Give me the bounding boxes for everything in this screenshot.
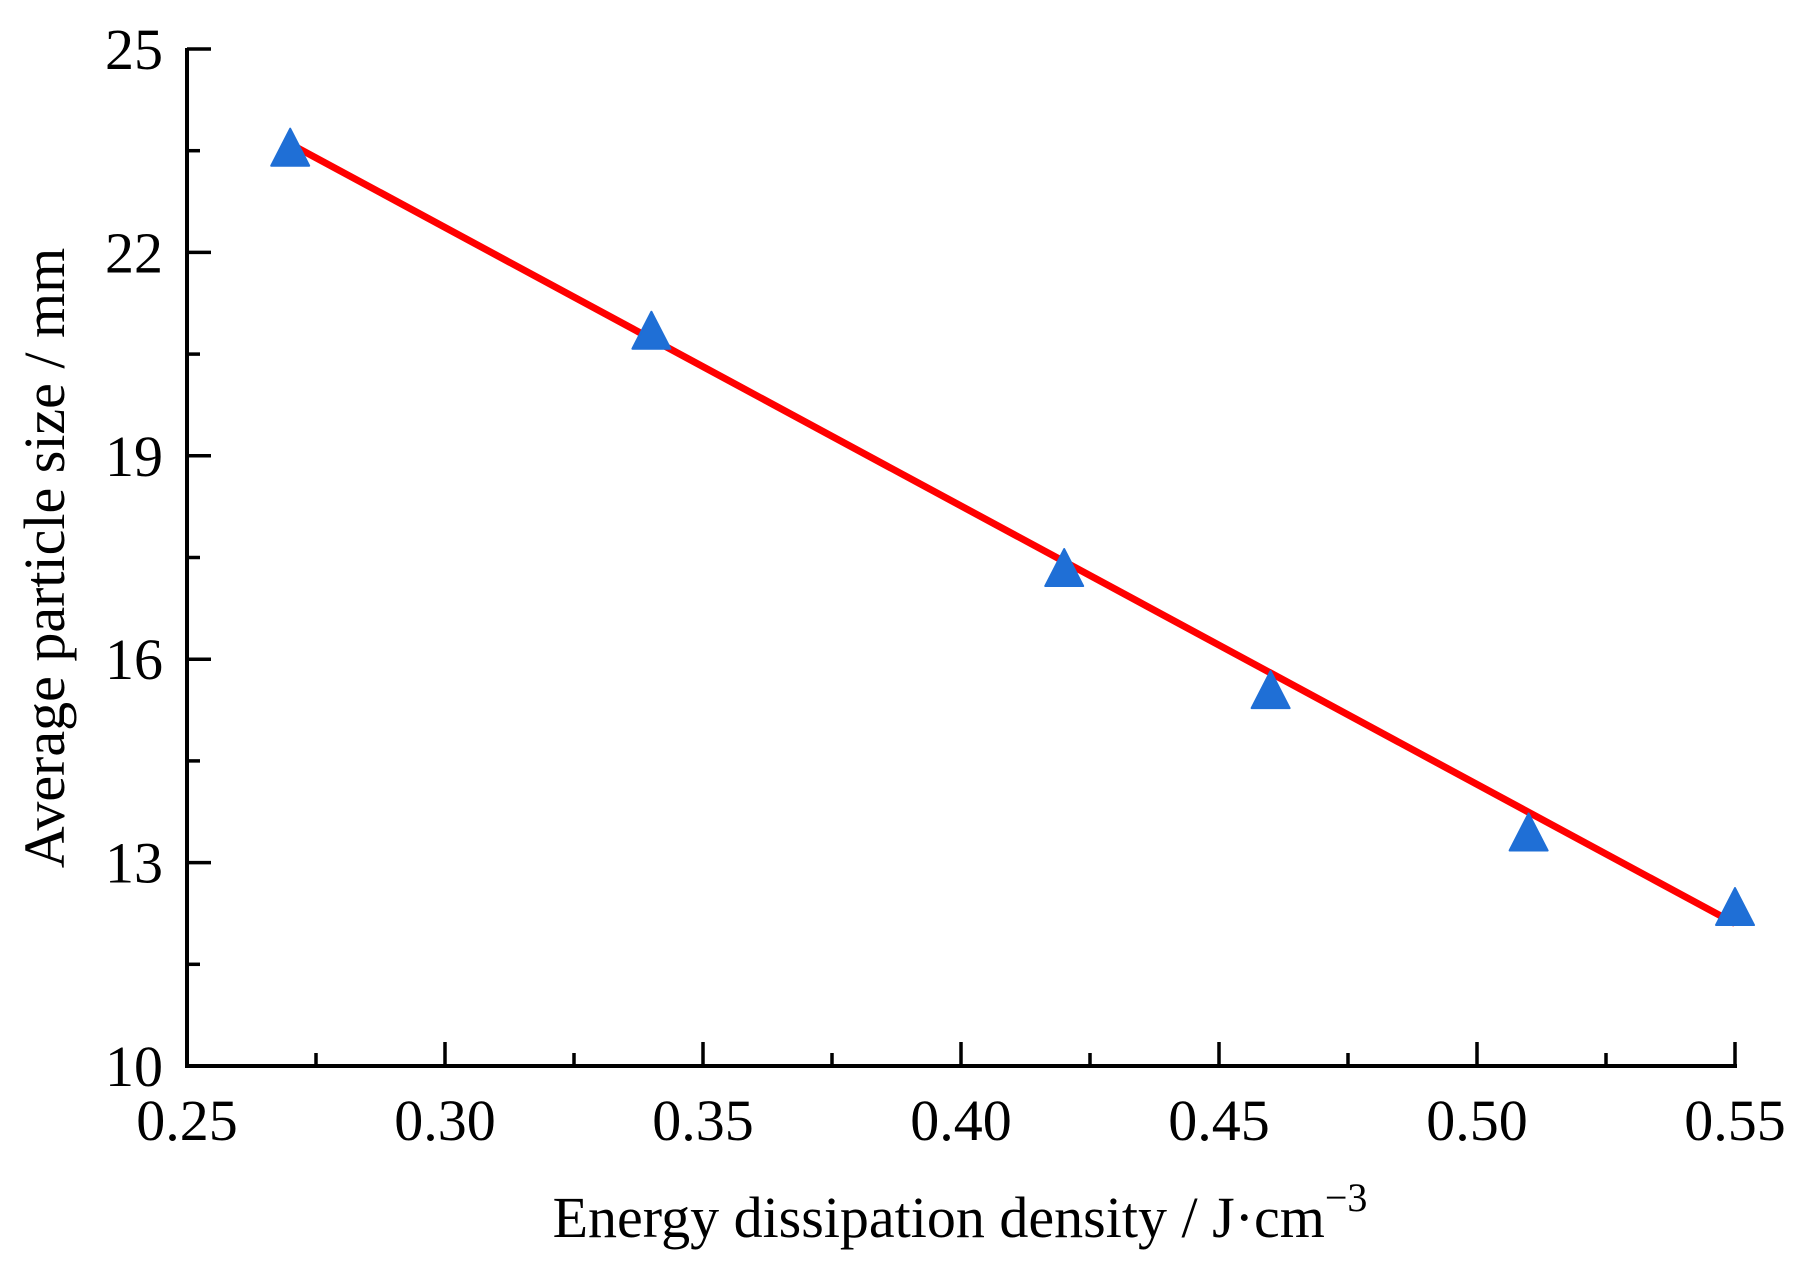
data-point-triangle xyxy=(1715,887,1755,927)
data-point-triangle xyxy=(1250,670,1291,710)
y-tick-label: 10 xyxy=(105,1034,163,1099)
data-point-triangle xyxy=(1508,812,1549,852)
y-tick-label: 19 xyxy=(105,424,163,489)
x-tick-label: 0.35 xyxy=(652,1088,754,1153)
y-tick-label: 16 xyxy=(105,627,163,692)
ticks: 0.25 0.30 0.35 0.40 0.45 0.50 0.55 10 13 16 19 22 25 xyxy=(105,17,1786,1153)
x-axis-title: Energy dissipation density / J·cm−3 xyxy=(553,1175,1368,1250)
x-axis-title-text: Energy dissipation density / J·cm xyxy=(553,1185,1325,1250)
fit-line xyxy=(288,140,1737,927)
axes xyxy=(185,48,1737,1068)
y-tick-label: 13 xyxy=(105,831,163,896)
y-tick-label: 22 xyxy=(105,220,163,285)
x-tick-label: 0.25 xyxy=(136,1088,238,1153)
y-axis-title: Average particle size / mm xyxy=(12,248,77,869)
x-tick-label: 0.30 xyxy=(394,1088,496,1153)
x-tick-label: 0.50 xyxy=(1426,1088,1528,1153)
data-point-triangle xyxy=(631,310,672,350)
x-tick-label: 0.45 xyxy=(1168,1088,1270,1153)
x-axis-title-superscript: −3 xyxy=(1325,1175,1368,1220)
y-tick-label: 25 xyxy=(105,17,163,82)
data-point-triangle xyxy=(1044,548,1085,588)
x-tick-label: 0.40 xyxy=(910,1088,1012,1153)
data-points-layer xyxy=(270,127,1755,927)
fit-line-layer xyxy=(288,140,1737,927)
data-point-triangle xyxy=(270,127,311,167)
x-tick-label: 0.55 xyxy=(1684,1088,1786,1153)
